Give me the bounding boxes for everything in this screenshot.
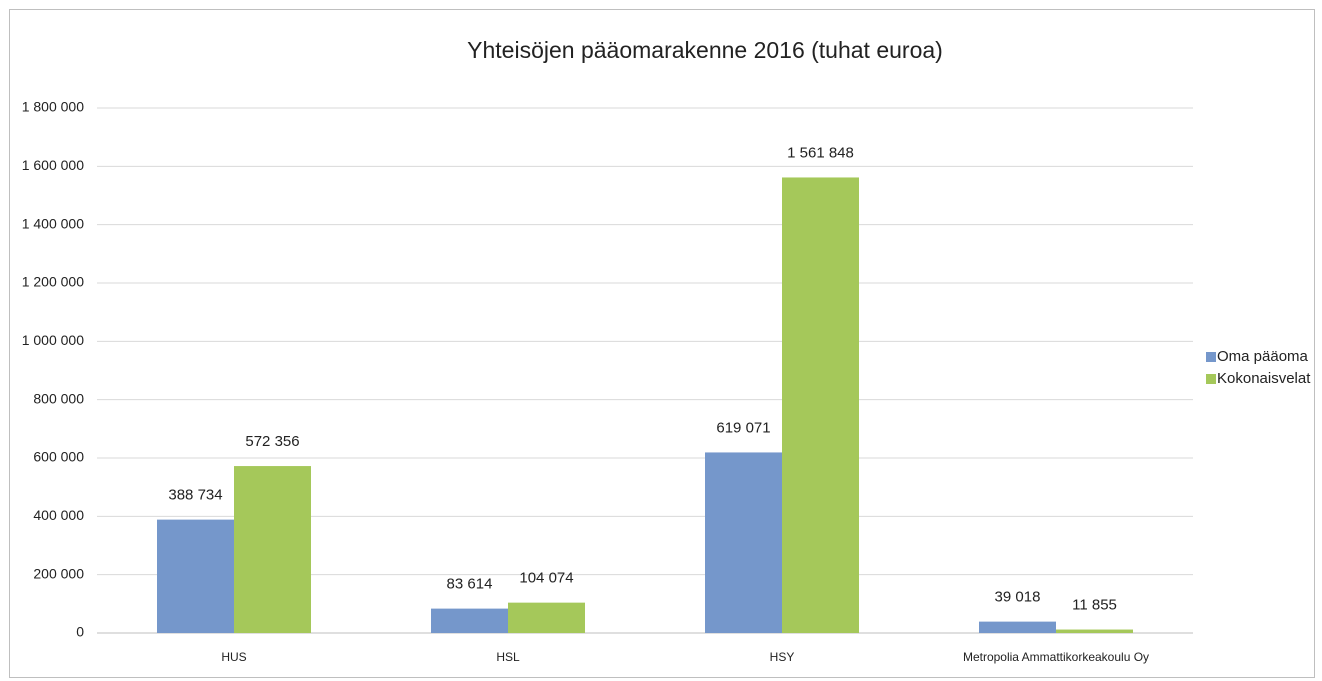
y-tick-label: 600 000 [33, 449, 84, 465]
y-tick-label: 400 000 [33, 507, 84, 523]
data-label: 104 074 [519, 570, 573, 587]
data-label: 1 561 848 [787, 144, 854, 161]
bar [1056, 629, 1133, 633]
bar [234, 466, 311, 633]
bar [705, 452, 782, 633]
legend-swatch [1206, 374, 1216, 384]
y-tick-label: 1 800 000 [22, 99, 84, 115]
x-tick-label: Metropolia Ammattikorkeakoulu Oy [963, 650, 1149, 664]
x-tick-label: HUS [221, 650, 246, 664]
chart-title: Yhteisöjen pääomarakenne 2016 (tuhat eur… [467, 37, 943, 63]
legend-swatch [1206, 352, 1216, 362]
y-tick-label: 200 000 [33, 565, 84, 581]
data-label: 11 855 [1072, 597, 1117, 614]
legend-label: Oma pääoma [1217, 348, 1309, 365]
x-tick-label: HSY [770, 650, 795, 664]
y-tick-label: 1 200 000 [22, 274, 84, 290]
data-label: 39 018 [995, 589, 1041, 606]
y-tick-label: 800 000 [33, 390, 84, 406]
legend-label: Kokonaisvelat [1217, 370, 1311, 387]
bar [431, 608, 508, 633]
bar [782, 177, 859, 633]
x-tick-label: HSL [496, 650, 520, 664]
data-label: 83 614 [447, 576, 493, 593]
y-tick-label: 1 400 000 [22, 215, 84, 231]
y-tick-label: 0 [76, 624, 84, 640]
y-tick-label: 1 600 000 [22, 157, 84, 173]
bar [157, 519, 234, 633]
y-tick-label: 1 000 000 [22, 332, 84, 348]
bar [508, 602, 585, 633]
bar [979, 621, 1056, 633]
data-label: 388 734 [168, 487, 222, 504]
data-label: 619 071 [716, 419, 770, 436]
data-label: 572 356 [245, 433, 299, 450]
